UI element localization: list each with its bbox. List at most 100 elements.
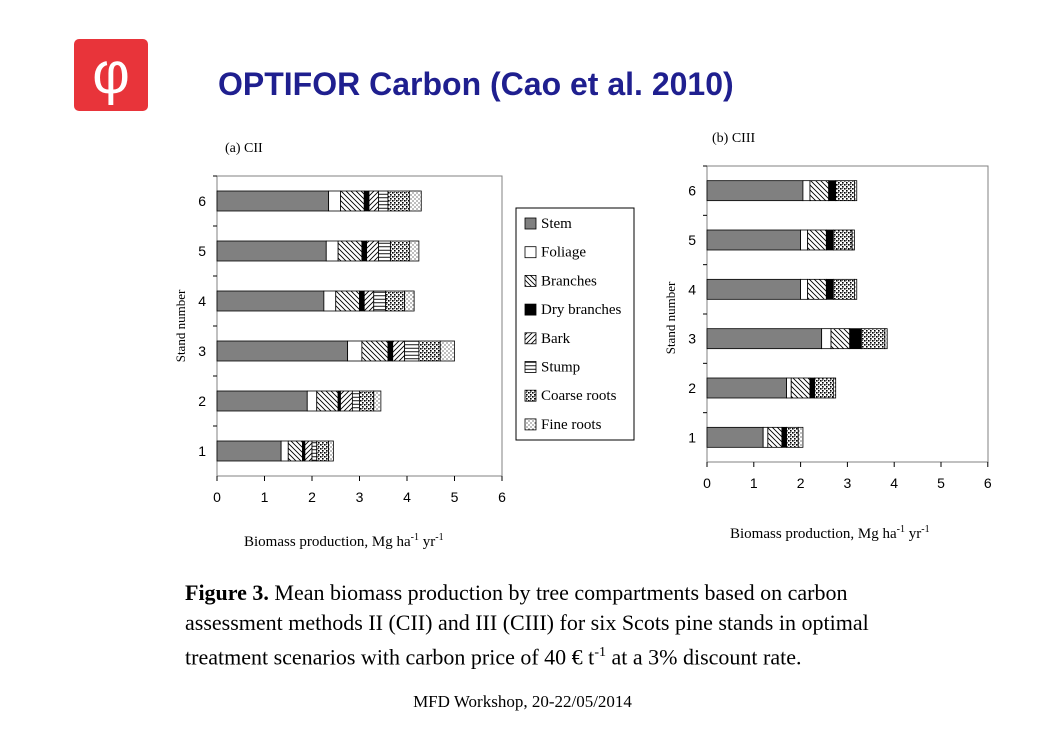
caption-line-2: assessment methods II (CII) and III (CII… — [185, 610, 869, 635]
bars-panel-b: 0 1 2 3 4 5 6 1 2 3 4 5 6 — [688, 165, 992, 491]
bar-b-stand3-dry-branches — [849, 328, 862, 350]
bar-a-stand4-stump — [373, 290, 387, 312]
bar-a-stand2-foliage — [306, 390, 318, 412]
x-tick-label-a-0: 0 — [213, 489, 221, 505]
legend-label-stump: Stump — [541, 360, 580, 376]
x-tick-label-a-3: 3 — [356, 489, 364, 505]
bar-b-stand2-foliage — [786, 377, 792, 399]
bar-a-stand5-stem — [216, 240, 327, 262]
bar-a-stand6-branches — [340, 190, 365, 212]
caption-line-1: Mean biomass production by tree compartm… — [268, 580, 848, 605]
bar-a-stand2-stem — [216, 390, 308, 412]
bar-b-stand6-dry-branches — [828, 180, 837, 202]
x-tick-label-b-3: 3 — [844, 475, 852, 491]
bar-a-stand3-stump — [404, 340, 420, 362]
bar-a-stand3-foliage — [347, 340, 363, 362]
bar-b-stand4-stem — [706, 278, 801, 300]
x-tick-label-b-2: 2 — [797, 475, 805, 491]
bar-a-stand6-foliage — [328, 190, 341, 212]
bar-b-stand4-dry-branches — [825, 278, 834, 300]
bar-b-stand2-dry-branches — [809, 377, 816, 399]
bar-a-stand5-foliage — [325, 240, 339, 262]
bar-a-stand4-stem — [216, 290, 325, 312]
x-axis-label-b: Biomass production, Mg ha-1 yr-1 — [730, 524, 930, 542]
bar-b-stand1-foliage — [762, 426, 769, 448]
x-tick-label-b-5: 5 — [937, 475, 945, 491]
bar-b-stand6-fine-roots — [854, 180, 858, 202]
bar-a-stand5-fine-roots — [408, 240, 420, 262]
bar-a-stand3-coarse-roots — [418, 340, 441, 362]
y-axis-label-a: Stand number — [173, 289, 188, 362]
y-tick-label-a-3: 4 — [198, 293, 206, 309]
bar-a-stand6-stem — [216, 190, 330, 212]
bar-b-stand4-coarse-roots — [832, 278, 855, 300]
bar-b-stand2-stem — [706, 377, 787, 399]
legend-swatch-branches — [524, 274, 537, 287]
y-tick-label-b-3: 4 — [688, 281, 696, 297]
bar-a-stand3-branches — [361, 340, 389, 362]
bar-a-stand5-bark — [366, 240, 379, 262]
bar-a-stand4-branches — [335, 290, 360, 312]
x-tick-label-b-4: 4 — [890, 475, 898, 491]
y-tick-label-a-4: 5 — [198, 243, 206, 259]
bar-b-stand1-coarse-roots — [786, 426, 799, 448]
y-tick-label-b-1: 2 — [688, 380, 696, 396]
plot-frame-a — [216, 175, 503, 477]
bar-b-stand3-stem — [706, 328, 823, 350]
bar-a-stand6-dry-branches — [363, 190, 370, 212]
bar-a-stand3-stem — [216, 340, 349, 362]
bar-b-stand3-branches — [830, 328, 851, 350]
y-tick-label-b-0: 1 — [688, 429, 696, 445]
y-tick-label-b-5: 6 — [688, 183, 696, 199]
bar-b-stand6-branches — [809, 180, 830, 202]
bar-a-stand6-fine-roots — [408, 190, 422, 212]
y-tick-label-a-0: 1 — [198, 443, 206, 459]
y-tick-label-a-1: 2 — [198, 393, 206, 409]
bar-b-stand2-fine-roots — [832, 377, 837, 399]
x-tick-label-a-5: 5 — [451, 489, 459, 505]
page-title: OPTIFOR Carbon (Cao et al. 2010) — [218, 66, 734, 102]
footer: MFD Workshop, 20-22/05/2014 — [413, 692, 632, 711]
y-tick-label-b-4: 5 — [688, 232, 696, 248]
chart-title-a: (a) CII — [225, 141, 263, 156]
bar-a-stand3-dry-branches — [387, 340, 394, 362]
legend-label-stem: Stem — [541, 216, 572, 232]
legend-label-fine-roots: Fine roots — [541, 417, 602, 433]
x-tick-label-a-1: 1 — [261, 489, 269, 505]
x-tick-label-a-4: 4 — [403, 489, 411, 505]
bar-a-stand2-fine-roots — [373, 390, 382, 412]
bar-b-stand6-stem — [706, 180, 804, 202]
bar-a-stand3-fine-roots — [439, 340, 455, 362]
y-axis-label-b: Stand number — [663, 281, 678, 354]
legend-label-foliage: Foliage — [541, 245, 586, 261]
plot-frame-b — [706, 165, 989, 463]
bar-a-stand1-fine-roots — [328, 440, 334, 462]
bar-a-stand1-stump — [311, 440, 318, 462]
x-tick-label-a-2: 2 — [308, 489, 316, 505]
bar-b-stand3-foliage — [821, 328, 832, 350]
bar-b-stand6-coarse-roots — [835, 180, 855, 202]
bar-b-stand4-branches — [807, 278, 827, 300]
legend-label-branches: Branches — [541, 273, 597, 289]
bar-b-stand5-fine-roots — [851, 229, 855, 251]
bar-a-stand4-bark — [363, 290, 375, 312]
bar-a-stand2-coarse-roots — [359, 390, 375, 412]
caption-label: Figure 3. — [185, 580, 269, 605]
chart-title-b: (b) CIII — [712, 131, 755, 146]
bar-a-stand4-coarse-roots — [385, 290, 406, 312]
x-tick-label-b-6: 6 — [984, 475, 992, 491]
bar-b-stand5-coarse-roots — [832, 229, 853, 251]
bar-a-stand1-branches — [287, 440, 303, 462]
bar-a-stand2-branches — [316, 390, 339, 412]
bar-a-stand1-coarse-roots — [316, 440, 330, 462]
x-axis-label-a: Biomass production, Mg ha-1 yr-1 — [244, 532, 444, 550]
caption-line-3a: treatment scenarios with carbon price of… — [185, 644, 595, 670]
bar-b-stand5-foliage — [800, 229, 809, 251]
bar-b-stand5-stem — [706, 229, 801, 251]
legend-label-bark: Bark — [541, 331, 571, 347]
x-tick-label-b-0: 0 — [703, 475, 711, 491]
bars-panel-a: 0 1 2 3 4 5 6 1 2 3 4 5 6 — [198, 175, 506, 505]
legend-swatch-coarse-roots — [524, 389, 537, 402]
bar-a-stand3-bark — [392, 340, 406, 362]
bar-b-stand5-dry-branches — [825, 229, 834, 251]
